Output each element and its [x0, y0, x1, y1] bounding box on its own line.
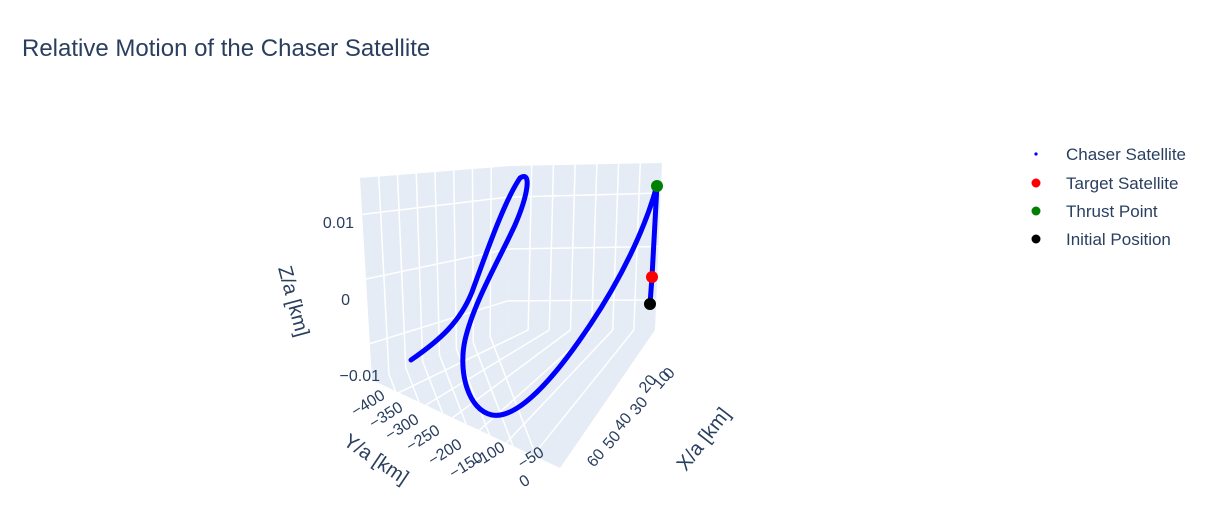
legend-label: Target Satellite	[1066, 174, 1178, 193]
legend-marker-chaser	[1034, 152, 1038, 156]
gridline	[405, 367, 420, 403]
legend-label: Chaser Satellite	[1066, 145, 1186, 164]
gridline	[369, 300, 509, 345]
z-tick-label: 0	[341, 292, 350, 309]
y-tick-label: 0	[517, 472, 534, 491]
gridlines	[362, 163, 661, 458]
legend-label: Initial Position	[1066, 230, 1171, 249]
thrust-point-marker[interactable]	[651, 180, 663, 192]
chart-title: Relative Motion of the Chaser Satellite	[22, 35, 430, 62]
legend-marker-thrust	[1031, 206, 1041, 216]
target-satellite-marker[interactable]	[646, 271, 658, 283]
legend-marker-initial	[1031, 234, 1041, 244]
y-tick-label: −100	[469, 439, 509, 473]
x-axis-title: X/a [km]	[673, 404, 736, 475]
gridline	[472, 342, 514, 447]
gridline	[505, 329, 614, 444]
scene-3d[interactable]	[360, 163, 663, 468]
legend-item-thrust[interactable]: Thrust Point	[1031, 202, 1158, 221]
gridline	[507, 192, 661, 198]
z-tick-label: −0.01	[340, 368, 381, 385]
gridline	[507, 299, 657, 302]
gridline	[425, 329, 550, 406]
gridline	[388, 373, 397, 392]
gridline	[421, 360, 444, 414]
x-tick-label: 60	[584, 446, 609, 471]
gridline	[489, 167, 492, 337]
z-tick-label: 0.01	[323, 215, 354, 232]
gridline	[532, 329, 635, 456]
legend-item-initial[interactable]: Initial Position	[1031, 230, 1171, 249]
legend-item-target[interactable]: Target Satellite	[1031, 174, 1179, 193]
chaser-trajectory-line[interactable]	[408, 174, 660, 418]
legend: Chaser Satellite Target Satellite Thrust…	[1031, 145, 1186, 249]
gridline	[527, 165, 533, 331]
legend-marker-target	[1031, 178, 1041, 188]
right-wall	[507, 163, 662, 330]
legend-item-chaser[interactable]: Chaser Satellite	[1034, 145, 1186, 164]
y-axis-title: Y/a [km]	[339, 430, 412, 489]
initial-position-marker[interactable]	[644, 298, 656, 310]
gridline	[489, 335, 538, 458]
legend-label: Thrust Point	[1066, 202, 1158, 221]
x-tick-label: 30	[627, 394, 652, 419]
z-axis-title: Z/a [km]	[273, 264, 313, 339]
gridline	[362, 196, 509, 216]
